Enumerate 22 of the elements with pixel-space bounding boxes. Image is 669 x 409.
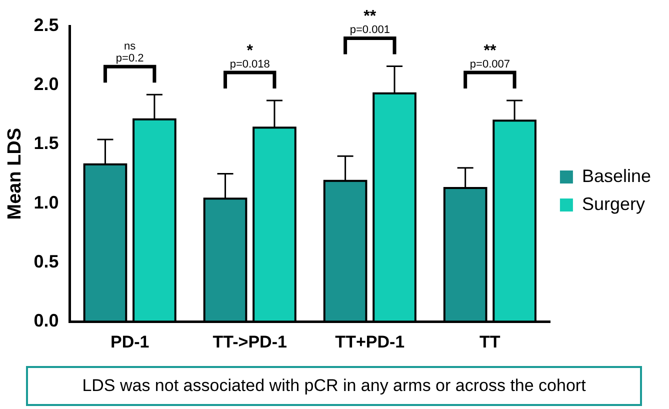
- annotation: p=0.2: [116, 52, 144, 65]
- annotation: ns: [124, 40, 136, 53]
- annotation: *: [246, 42, 254, 60]
- annotation: **: [484, 42, 497, 60]
- annotation: p=0.018: [230, 58, 270, 70]
- annotation: **: [364, 8, 377, 26]
- y-tick-label: 0.0: [34, 310, 59, 331]
- x-tick-label: TT+PD-1: [335, 332, 405, 352]
- text: LDS was not associated with pCR in any arms or across the cohort: [82, 376, 586, 396]
- y-tick-label: 0.5: [34, 251, 59, 272]
- y-tick-label: 1.5: [34, 133, 59, 154]
- y-axis-title: Mean LDS: [4, 128, 26, 220]
- y-tick-label: 2.0: [34, 74, 59, 94]
- x-tick-label: TT->PD-1: [212, 332, 287, 352]
- legend-label: Baseline: [582, 166, 651, 186]
- y-tick-label: 2.5: [34, 14, 59, 35]
- x-tick-label: PD-1: [110, 332, 150, 352]
- x-tick-label: TT: [480, 332, 501, 352]
- annotation: p=0.007: [470, 58, 510, 70]
- annotation: p=0.001: [350, 24, 390, 36]
- y-tick-label: 1.0: [34, 192, 59, 212]
- legend-label: Surgery: [582, 194, 645, 214]
